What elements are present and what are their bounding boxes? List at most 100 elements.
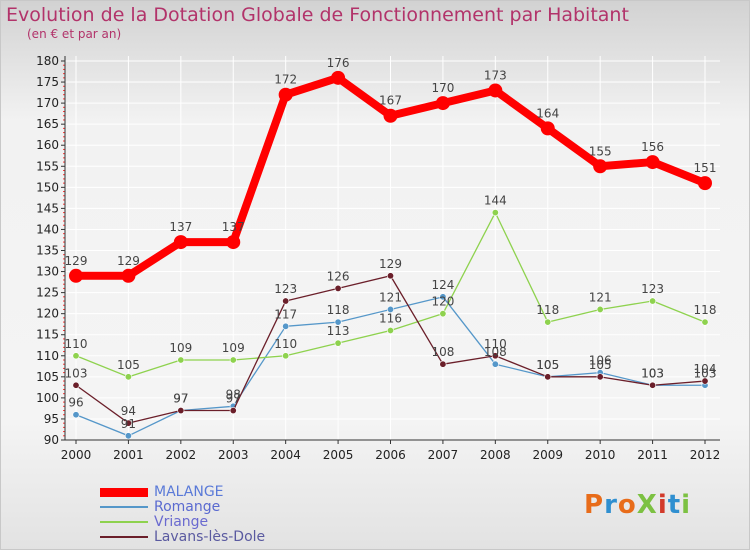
y-tick-label: 145 xyxy=(36,201,59,215)
data-point xyxy=(334,339,342,347)
data-point xyxy=(386,327,394,335)
legend-swatch xyxy=(100,487,148,497)
data-point xyxy=(439,293,447,301)
data-label: 103 xyxy=(641,366,664,380)
data-label: 94 xyxy=(121,404,136,418)
data-point xyxy=(649,297,657,305)
x-tick-label: 2010 xyxy=(585,448,616,462)
legend-item: Romange xyxy=(100,499,220,515)
data-label: 103 xyxy=(65,366,88,380)
data-label: 97 xyxy=(226,392,241,406)
x-tick-label: 2007 xyxy=(428,448,459,462)
chart-title: Evolution de la Dotation Globale de Fonc… xyxy=(6,4,629,26)
data-point xyxy=(544,318,552,326)
data-label: 97 xyxy=(173,392,188,406)
data-label: 156 xyxy=(641,140,664,154)
x-tick-label: 2006 xyxy=(375,448,406,462)
data-point xyxy=(229,407,237,415)
y-tick-label: 170 xyxy=(36,96,59,110)
y-tick-label: 155 xyxy=(36,159,59,173)
data-point xyxy=(645,155,660,170)
data-label: 118 xyxy=(327,303,350,317)
y-tick-label: 125 xyxy=(36,286,59,300)
data-point xyxy=(435,96,450,111)
data-label: 98 xyxy=(226,387,241,401)
data-point xyxy=(331,70,346,85)
data-point xyxy=(439,310,447,318)
data-point xyxy=(540,121,555,136)
data-point xyxy=(124,432,132,440)
data-label: 120 xyxy=(431,295,454,309)
data-point xyxy=(278,87,293,102)
data-point xyxy=(334,284,342,292)
data-label: 167 xyxy=(379,94,402,108)
legend-item: MALANGE xyxy=(100,484,224,500)
y-tick-label: 100 xyxy=(36,391,59,405)
y-tick-label: 95 xyxy=(44,412,59,426)
x-tick-label: 2012 xyxy=(690,448,721,462)
data-label: 137 xyxy=(169,220,192,234)
data-point xyxy=(121,268,136,283)
y-tick-label: 175 xyxy=(36,75,59,89)
data-label: 109 xyxy=(222,341,245,355)
y-tick-label: 135 xyxy=(36,244,59,258)
y-tick-label: 110 xyxy=(36,349,59,363)
data-point xyxy=(386,272,394,280)
data-point xyxy=(282,297,290,305)
data-point xyxy=(69,268,83,283)
data-label: 137 xyxy=(222,220,245,234)
data-point xyxy=(488,83,503,98)
data-point xyxy=(282,352,290,360)
data-point xyxy=(383,108,398,123)
data-label: 110 xyxy=(484,337,507,351)
data-point xyxy=(491,360,499,368)
data-label: 97 xyxy=(173,392,188,406)
data-label: 105 xyxy=(536,358,559,372)
data-label: 91 xyxy=(121,417,136,431)
data-label: 118 xyxy=(694,303,717,317)
legend-label: Lavans-lès-Dole xyxy=(154,529,266,545)
data-label: 155 xyxy=(589,144,612,158)
x-tick-label: 2011 xyxy=(637,448,668,462)
x-tick-label: 2008 xyxy=(480,448,511,462)
data-point xyxy=(124,373,132,381)
data-label: 110 xyxy=(65,337,88,351)
data-label: 96 xyxy=(68,396,83,410)
legend-label: Vriange xyxy=(154,514,209,530)
data-label: 105 xyxy=(589,358,612,372)
data-point xyxy=(72,352,80,360)
data-label: 103 xyxy=(694,366,717,380)
y-tick-label: 90 xyxy=(44,433,59,447)
data-label: 172 xyxy=(274,73,297,87)
data-point xyxy=(596,373,604,381)
data-label: 108 xyxy=(431,345,454,359)
y-tick-label: 130 xyxy=(36,265,59,279)
data-label: 164 xyxy=(536,106,559,120)
x-tick-label: 2005 xyxy=(323,448,354,462)
data-point xyxy=(334,318,342,326)
data-point xyxy=(491,352,499,360)
x-tick-label: 2003 xyxy=(218,448,249,462)
data-point xyxy=(439,360,447,368)
y-tick-label: 115 xyxy=(36,328,59,342)
data-point xyxy=(124,419,132,427)
data-point xyxy=(72,411,80,419)
data-point xyxy=(544,373,552,381)
data-point xyxy=(701,318,709,326)
data-point xyxy=(698,176,712,191)
y-tick-label: 180 xyxy=(36,54,59,68)
data-label: 176 xyxy=(327,56,350,70)
data-point xyxy=(282,322,290,330)
data-point xyxy=(226,235,241,250)
y-tick-label: 140 xyxy=(36,222,59,236)
x-tick-label: 2004 xyxy=(270,448,301,462)
data-point xyxy=(177,356,185,364)
data-label: 104 xyxy=(694,362,717,376)
data-label: 173 xyxy=(484,68,507,82)
x-tick-label: 2002 xyxy=(166,448,197,462)
data-point xyxy=(173,235,188,250)
y-tick-label: 150 xyxy=(36,180,59,194)
data-point xyxy=(701,377,709,385)
data-label: 118 xyxy=(536,303,559,317)
